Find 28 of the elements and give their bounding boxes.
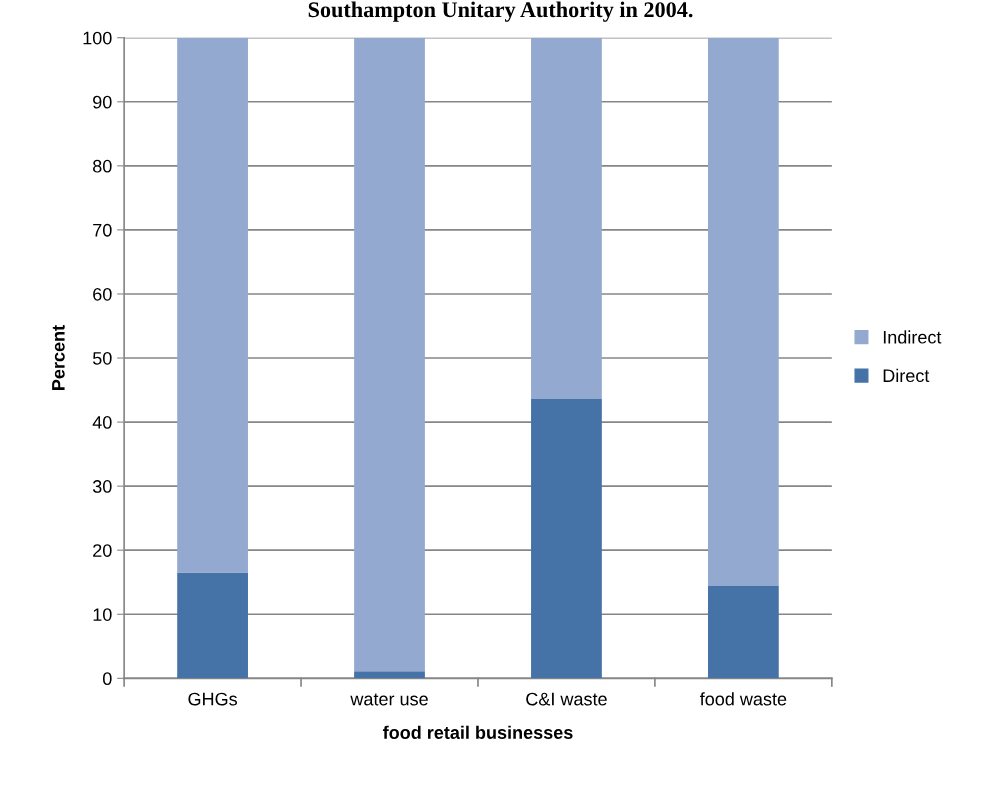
y-tick-label: 30 bbox=[92, 480, 112, 493]
bar bbox=[177, 572, 248, 679]
y-tick-label: 10 bbox=[93, 608, 112, 621]
x-tick-label: C&I waste bbox=[526, 692, 607, 706]
y-tick-label: 60 bbox=[93, 287, 112, 301]
legend-label: Indirect bbox=[883, 330, 942, 344]
chart-title: Southampton Unitary Authority in 2004. bbox=[308, 1, 693, 22]
x-tick-label: water use bbox=[350, 693, 428, 706]
bar bbox=[707, 586, 779, 679]
y-tick-label: 90 bbox=[93, 95, 112, 109]
y-tick-label: 20 bbox=[93, 544, 112, 557]
y-tick-label: 50 bbox=[92, 351, 112, 365]
bar bbox=[354, 37, 425, 672]
y-tick-label: 100 bbox=[83, 31, 112, 45]
bar bbox=[531, 399, 602, 679]
bar bbox=[354, 671, 425, 679]
y-axis-title: Percent bbox=[52, 325, 65, 390]
bar bbox=[177, 37, 248, 573]
legend-label: Direct bbox=[883, 368, 930, 383]
x-tick-label: food waste bbox=[699, 692, 787, 706]
y-tick-label: 40 bbox=[92, 416, 112, 429]
x-axis-title: food retail businesses bbox=[382, 725, 573, 739]
y-tick-label: 0 bbox=[102, 672, 112, 686]
bar bbox=[531, 37, 602, 400]
x-tick-label: GHGs bbox=[188, 692, 238, 706]
bar bbox=[707, 37, 779, 587]
y-tick-label: 80 bbox=[93, 159, 112, 173]
y-tick-label: 70 bbox=[93, 223, 112, 237]
